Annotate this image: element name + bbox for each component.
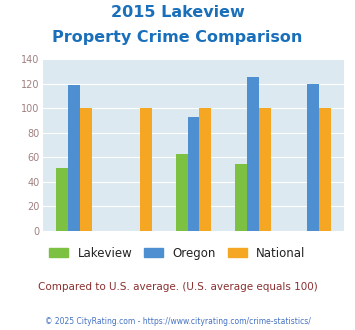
Bar bbox=[140, 109, 152, 231]
Bar bbox=[176, 154, 187, 231]
Text: Property Crime Comparison: Property Crime Comparison bbox=[52, 30, 303, 45]
Bar bbox=[200, 109, 211, 231]
Bar bbox=[80, 109, 92, 231]
Legend: Lakeview, Oregon, National: Lakeview, Oregon, National bbox=[45, 242, 310, 264]
Bar bbox=[319, 109, 331, 231]
Bar bbox=[307, 84, 319, 231]
Text: © 2025 CityRating.com - https://www.cityrating.com/crime-statistics/: © 2025 CityRating.com - https://www.city… bbox=[45, 317, 310, 326]
Bar bbox=[259, 109, 271, 231]
Bar bbox=[235, 164, 247, 231]
Bar bbox=[68, 85, 80, 231]
Bar bbox=[247, 77, 259, 231]
Bar bbox=[56, 169, 68, 231]
Text: Compared to U.S. average. (U.S. average equals 100): Compared to U.S. average. (U.S. average … bbox=[38, 282, 317, 292]
Bar bbox=[187, 117, 200, 231]
Text: 2015 Lakeview: 2015 Lakeview bbox=[111, 5, 244, 20]
